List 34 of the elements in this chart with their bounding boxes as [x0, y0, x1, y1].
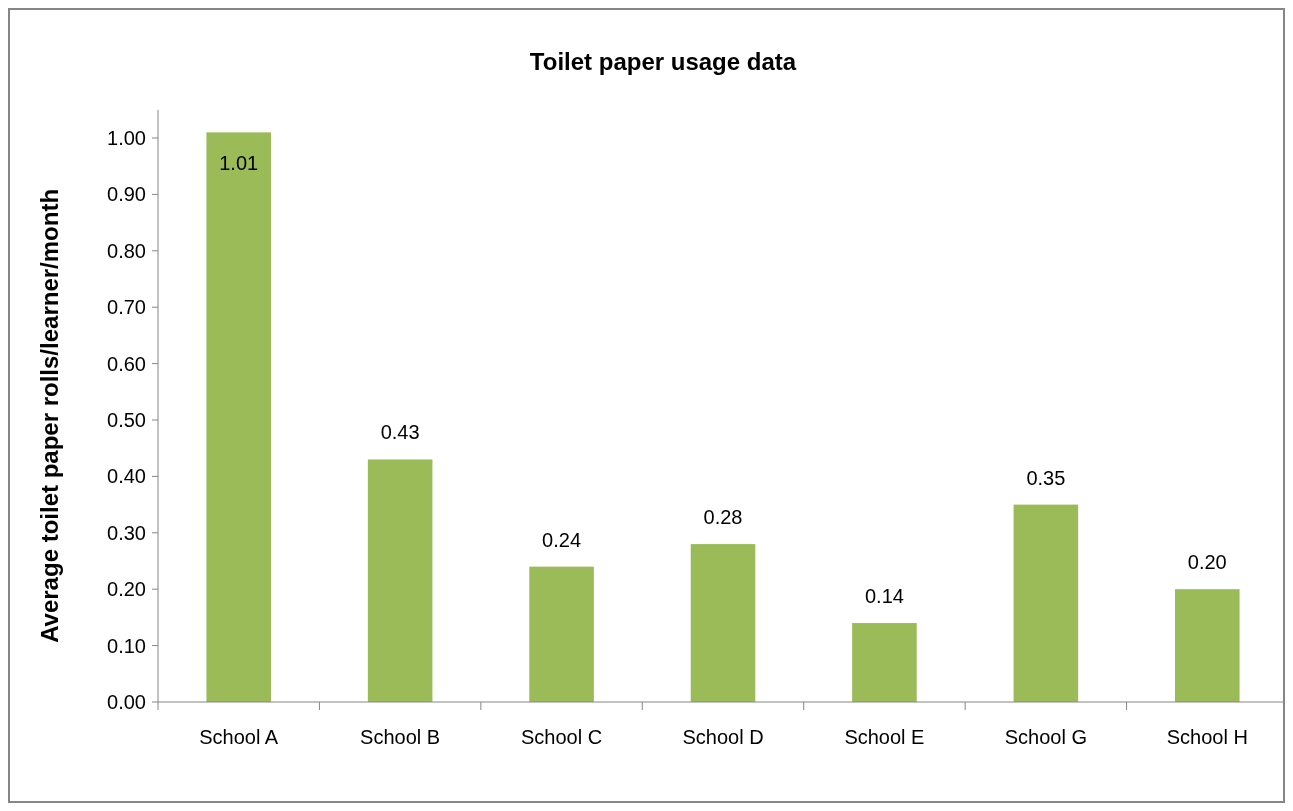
y-axis-title: Average toilet paper rolls/learner/month: [36, 188, 63, 643]
bar: [852, 623, 917, 702]
data-label: 0.43: [380, 421, 420, 444]
data-label: 0.35: [1026, 466, 1066, 489]
x-tick-label: School C: [520, 726, 603, 748]
bar: [1175, 589, 1240, 702]
y-tick-label: 0.40: [107, 465, 146, 488]
data-label: 0.24: [542, 528, 582, 551]
bar: [529, 566, 594, 702]
bar: [206, 132, 271, 702]
x-tick-label: School E: [844, 726, 925, 748]
data-label: 0.28: [703, 506, 743, 529]
y-tick-label: 0.00: [107, 691, 146, 713]
y-tick-label: 0.30: [107, 521, 146, 544]
bar: [690, 544, 756, 702]
x-tick-label: School A: [199, 726, 279, 748]
y-tick-label: 0.10: [107, 634, 146, 657]
x-tick-label: School H: [1166, 726, 1248, 748]
y-tick-label: 0.70: [107, 296, 146, 319]
y-tick-label: 0.20: [107, 578, 146, 601]
y-tick-label: 0.80: [107, 239, 146, 262]
data-label: 1.01: [219, 152, 259, 175]
x-tick-label: School B: [360, 726, 441, 748]
y-tick-label: 1.00: [107, 127, 146, 149]
data-label: 0.14: [864, 585, 904, 608]
y-tick-label: 0.50: [107, 409, 146, 431]
data-label: 0.20: [1187, 551, 1227, 574]
y-tick-label: 0.90: [107, 183, 146, 206]
bar: [367, 459, 433, 702]
y-tick-label: 0.60: [107, 352, 146, 375]
x-tick-label: School G: [1004, 726, 1087, 748]
x-tick-label: School D: [682, 726, 764, 748]
bar: [1013, 504, 1079, 702]
chart-title: Toilet paper usage data: [529, 48, 797, 75]
